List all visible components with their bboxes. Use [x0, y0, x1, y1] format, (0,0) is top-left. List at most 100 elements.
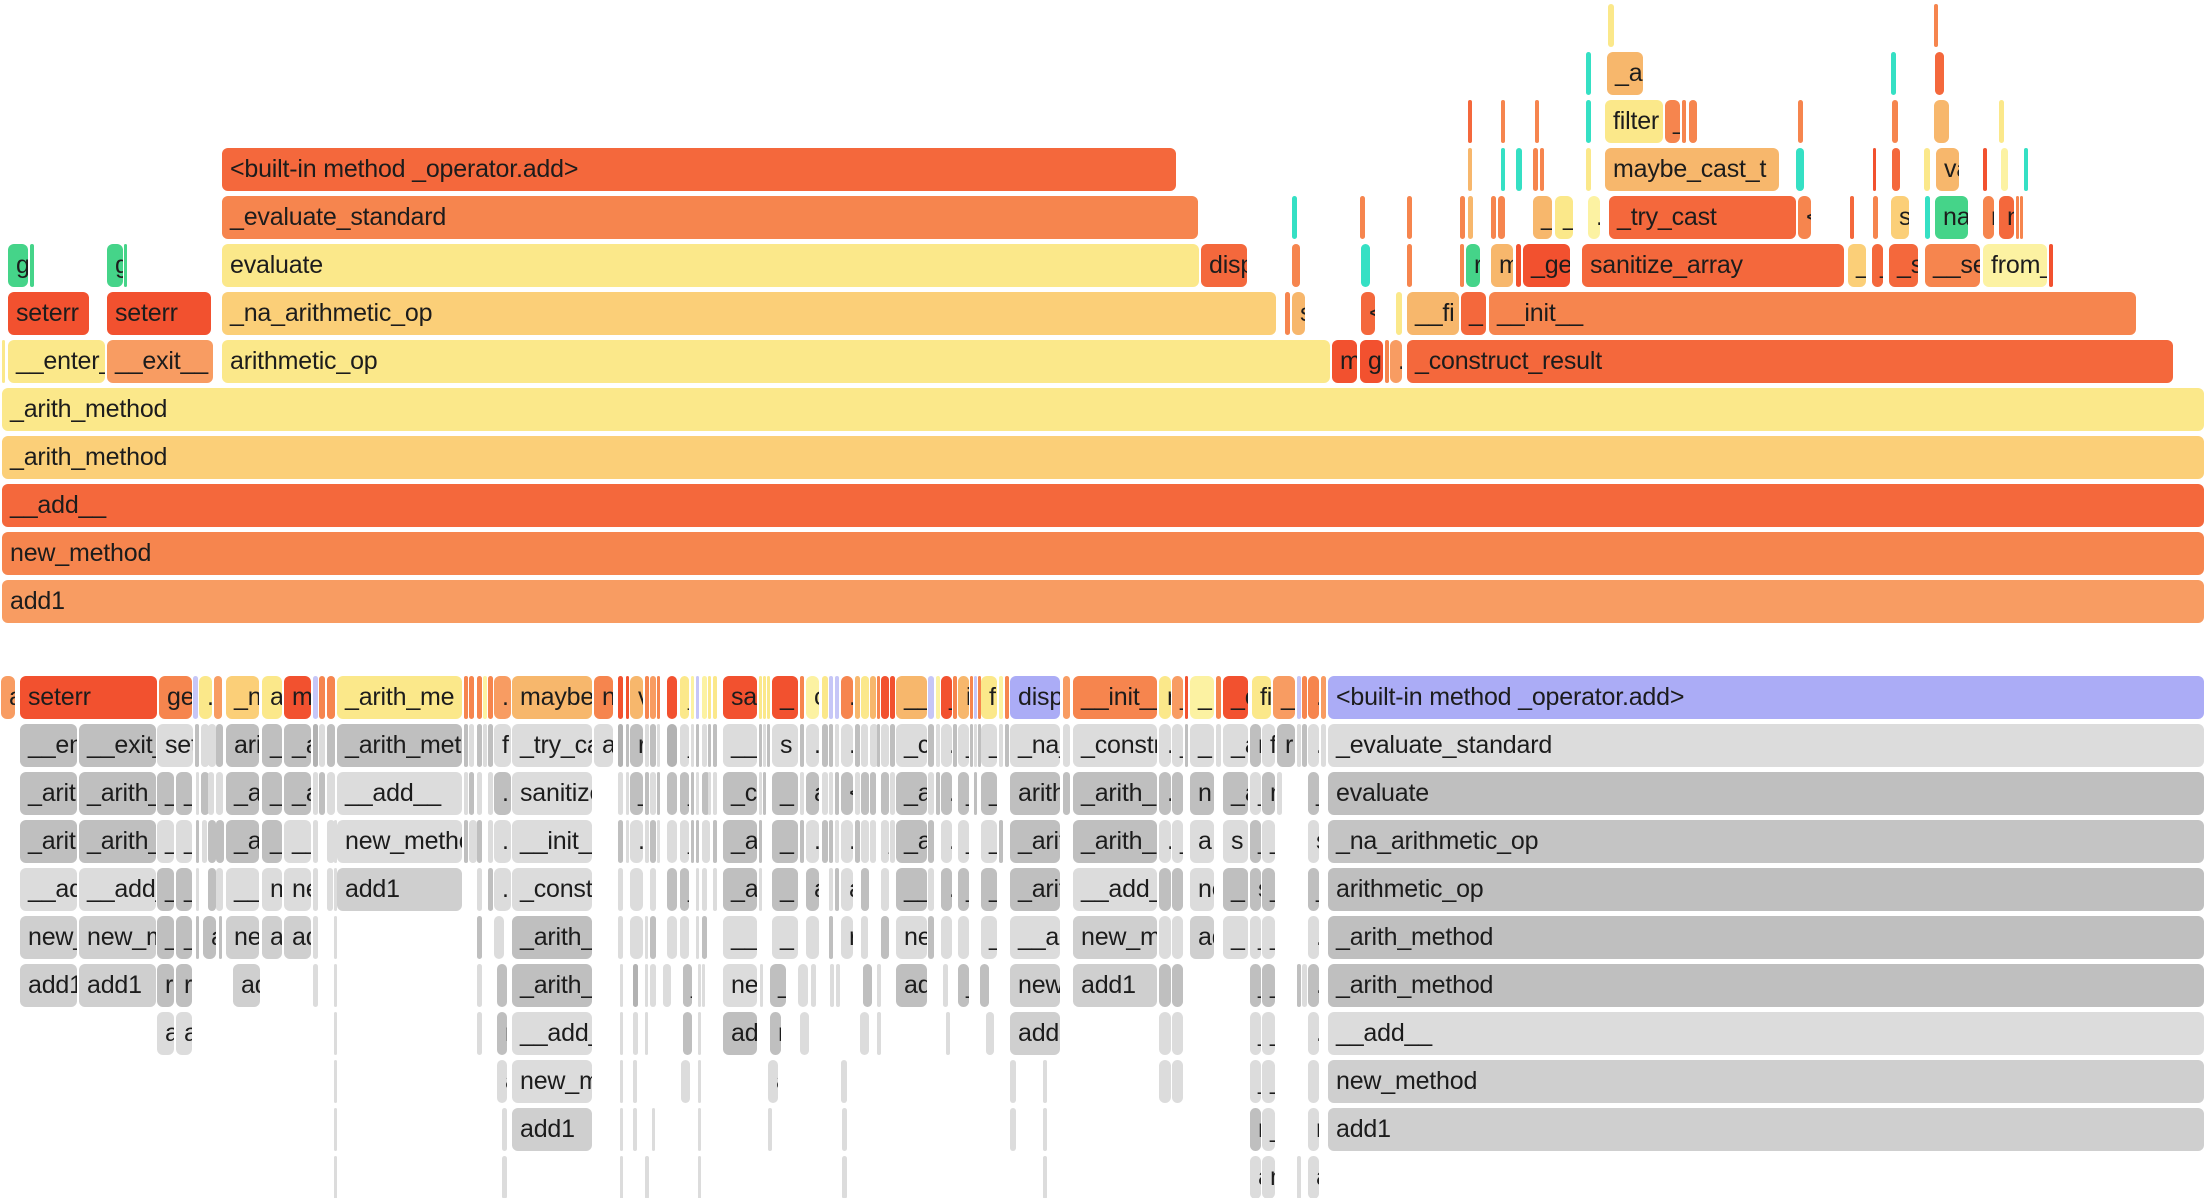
frame[interactable]	[759, 724, 762, 767]
frame[interactable]: add1	[337, 868, 462, 911]
frame[interactable]: .	[941, 868, 952, 911]
frame[interactable]	[970, 676, 973, 719]
frame[interactable]: .	[841, 820, 853, 863]
frame[interactable]	[822, 820, 828, 863]
frame[interactable]	[877, 964, 881, 1007]
frame[interactable]: na	[1935, 196, 1968, 239]
frame[interactable]: .	[702, 772, 710, 815]
frame[interactable]	[1159, 1060, 1171, 1103]
frame[interactable]: __add__	[79, 868, 156, 911]
frame[interactable]: .	[861, 676, 869, 719]
frame[interactable]: r	[630, 724, 643, 767]
frame[interactable]: .	[861, 772, 869, 815]
frame[interactable]	[822, 724, 828, 767]
frame[interactable]: _arith_method	[20, 772, 77, 815]
frame[interactable]	[477, 676, 482, 719]
frame[interactable]	[477, 724, 482, 767]
frame[interactable]	[334, 1108, 337, 1151]
frame[interactable]: add1	[512, 1108, 592, 1151]
frame[interactable]	[928, 868, 934, 911]
frame[interactable]: _	[941, 676, 952, 719]
frame[interactable]	[1535, 100, 1539, 143]
frame[interactable]: _	[1262, 1012, 1275, 1055]
frame[interactable]: _	[1533, 196, 1552, 239]
frame[interactable]: r	[1466, 244, 1480, 287]
frame[interactable]	[842, 1156, 847, 1198]
frame[interactable]	[313, 724, 318, 767]
frame[interactable]: _a	[1607, 52, 1643, 95]
frame[interactable]: m	[1332, 340, 1357, 383]
frame[interactable]: add1	[1010, 1012, 1060, 1055]
frame[interactable]: __add__	[337, 772, 462, 815]
frame[interactable]: _	[981, 772, 997, 815]
frame[interactable]: _	[958, 772, 969, 815]
frame[interactable]: __add__	[1010, 916, 1060, 959]
frame[interactable]	[830, 964, 834, 1007]
frame[interactable]	[696, 820, 699, 863]
frame[interactable]: s	[772, 724, 798, 767]
frame[interactable]: a	[806, 772, 819, 815]
frame[interactable]	[1216, 724, 1221, 767]
frame[interactable]	[763, 772, 766, 815]
frame[interactable]	[477, 964, 482, 1007]
frame[interactable]	[202, 820, 207, 863]
frame[interactable]	[618, 916, 623, 959]
frame[interactable]: seterr	[107, 292, 211, 335]
frame[interactable]	[698, 1156, 701, 1198]
frame[interactable]	[488, 676, 493, 719]
frame[interactable]: disp	[1010, 676, 1060, 719]
frame[interactable]: _arith_method	[284, 724, 311, 767]
frame[interactable]: _arith_method	[1328, 916, 2204, 959]
frame[interactable]: fi	[1252, 676, 1271, 719]
frame[interactable]	[657, 820, 660, 863]
frame[interactable]	[713, 676, 717, 719]
frame[interactable]: f	[981, 676, 997, 719]
frame[interactable]	[1005, 724, 1009, 767]
frame[interactable]: _arith_method	[262, 724, 282, 767]
frame[interactable]: .	[1361, 244, 1370, 287]
frame[interactable]	[633, 964, 638, 1007]
frame[interactable]: _arith_method	[284, 772, 311, 815]
frame[interactable]	[483, 676, 487, 719]
frame[interactable]	[469, 676, 474, 719]
frame[interactable]	[1185, 676, 1188, 719]
frame[interactable]	[195, 724, 199, 767]
frame[interactable]: _na_arithmetic_op	[1010, 724, 1060, 767]
frame[interactable]	[829, 676, 833, 719]
frame[interactable]	[890, 820, 895, 863]
frame[interactable]	[1682, 100, 1686, 143]
frame[interactable]	[620, 1108, 623, 1151]
frame[interactable]	[667, 676, 677, 719]
frame[interactable]: arithmetic_op	[226, 724, 259, 767]
frame[interactable]: _	[176, 868, 192, 911]
frame[interactable]	[626, 772, 629, 815]
frame[interactable]	[488, 868, 493, 911]
frame[interactable]: <built-in method _operator.add>	[1328, 676, 2204, 719]
frame[interactable]	[855, 772, 860, 815]
frame[interactable]	[488, 772, 493, 815]
frame[interactable]: _arith_method	[226, 820, 259, 863]
frame[interactable]	[1043, 1156, 1047, 1198]
frame[interactable]: n	[1999, 196, 2014, 239]
frame[interactable]	[313, 772, 318, 815]
frame[interactable]	[620, 1060, 623, 1103]
frame[interactable]: sanitize_array	[1582, 244, 1844, 287]
frame[interactable]: _	[1262, 868, 1275, 911]
frame[interactable]	[1407, 244, 1412, 287]
frame[interactable]: new_method	[512, 1060, 592, 1103]
frame[interactable]	[759, 676, 762, 719]
frame[interactable]: r	[770, 1012, 781, 1055]
frame[interactable]: _	[157, 820, 174, 863]
frame[interactable]: sanitize_array	[512, 772, 592, 815]
frame[interactable]: _arith_me	[337, 676, 462, 719]
frame[interactable]	[928, 676, 934, 719]
frame[interactable]: .	[208, 724, 216, 767]
frame[interactable]: _	[1461, 292, 1486, 335]
frame[interactable]	[999, 676, 1003, 719]
frame[interactable]	[193, 676, 198, 719]
frame[interactable]: a	[203, 916, 216, 959]
frame[interactable]	[970, 724, 973, 767]
frame[interactable]: _na_arithmetic_op	[226, 676, 259, 719]
frame[interactable]: a	[594, 724, 613, 767]
frame[interactable]: seterr	[20, 676, 157, 719]
